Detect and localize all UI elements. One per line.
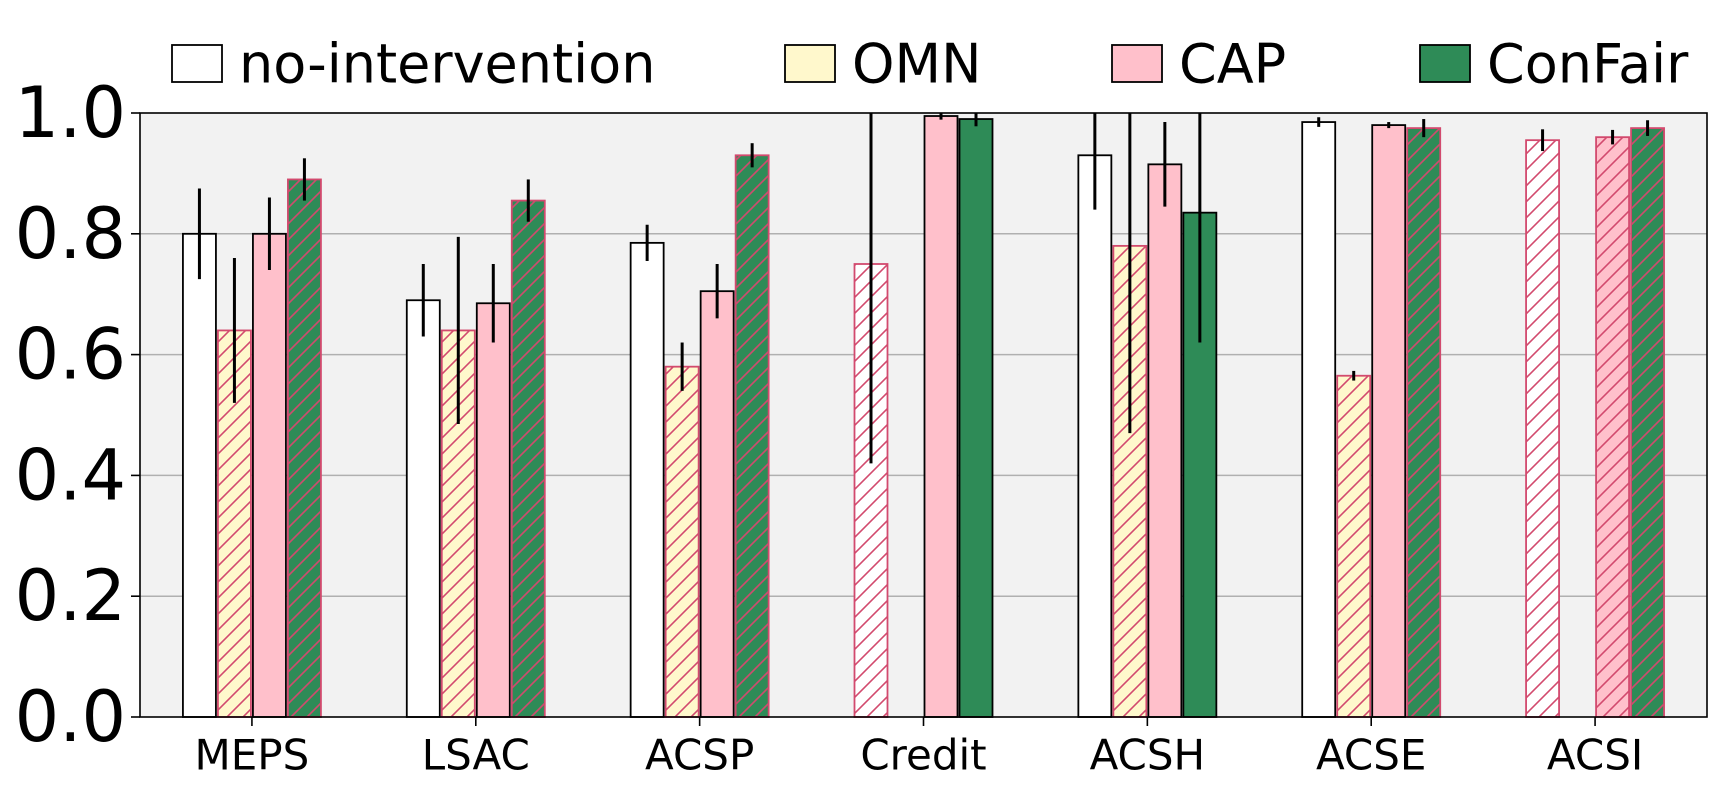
legend-swatch <box>784 44 836 83</box>
y-tick-label: 0.0 <box>15 676 126 758</box>
bar-cap-credit <box>923 115 959 718</box>
bar-hatch <box>665 366 699 717</box>
x-tick-label: Credit <box>860 731 986 780</box>
bar-cap-lsac <box>475 302 511 718</box>
bar-no-intervention-acse <box>1301 121 1337 718</box>
legend-item-cap: CAP <box>1111 33 1286 96</box>
bar-cap-acsh <box>1147 163 1183 718</box>
grid <box>140 233 1707 597</box>
legend-label: CAP <box>1179 33 1286 96</box>
x-tick-label: ACSE <box>1316 731 1427 780</box>
legend-swatch <box>1111 44 1163 83</box>
bar-hatch <box>511 200 545 717</box>
y-tick-label: 0.6 <box>15 314 126 396</box>
x-axis: MEPS LSAC ACSP Credit ACSH ACSE ACSI <box>195 717 1643 780</box>
plot-background <box>140 113 1707 717</box>
bar-hatch <box>735 155 769 717</box>
x-tick-label: LSAC <box>422 731 530 780</box>
legend-swatch <box>1419 44 1471 83</box>
legend-label: ConFair <box>1487 33 1689 96</box>
bar-cap-acsp <box>699 290 735 718</box>
legend-label: OMN <box>852 33 982 96</box>
x-tick-label: MEPS <box>195 731 310 780</box>
bar-confair-credit <box>958 118 994 718</box>
bar-hatch <box>1596 137 1630 717</box>
bar-hatch <box>1631 128 1665 718</box>
x-tick-label: ACSP <box>645 731 754 780</box>
bar-no-intervention-meps <box>182 232 217 718</box>
legend-item-confair: ConFair <box>1419 33 1689 96</box>
bar-hatch <box>1407 128 1441 718</box>
bar-hatch <box>1526 140 1560 717</box>
error-bars <box>197 113 1650 464</box>
y-axis: 0.0 0.2 0.4 0.6 0.8 1.0 <box>15 72 140 758</box>
legend-item-omn: OMN <box>784 33 982 96</box>
y-tick-label: 0.8 <box>15 193 126 275</box>
x-tick-label: ACSH <box>1090 731 1206 780</box>
y-tick-label: 1.0 <box>15 72 126 154</box>
bar-hatch <box>1337 375 1371 717</box>
legend-item-no-intervention: no-intervention <box>171 33 655 96</box>
legend-swatch <box>171 44 223 83</box>
y-tick-label: 0.2 <box>15 555 126 637</box>
x-tick-label: ACSI <box>1547 731 1643 780</box>
bar-hatch <box>287 179 321 717</box>
bar-no-intervention-acsh <box>1077 154 1113 718</box>
bar-cap-acse <box>1371 124 1407 718</box>
y-tick-label: 0.4 <box>15 434 126 516</box>
bar-no-intervention-acsp <box>629 241 665 718</box>
legend: no-intervention OMN CAP ConFair <box>171 33 1689 96</box>
bar-cap-meps <box>252 232 287 718</box>
legend-label: no-intervention <box>239 33 655 96</box>
bar-no-intervention-lsac <box>405 299 441 718</box>
